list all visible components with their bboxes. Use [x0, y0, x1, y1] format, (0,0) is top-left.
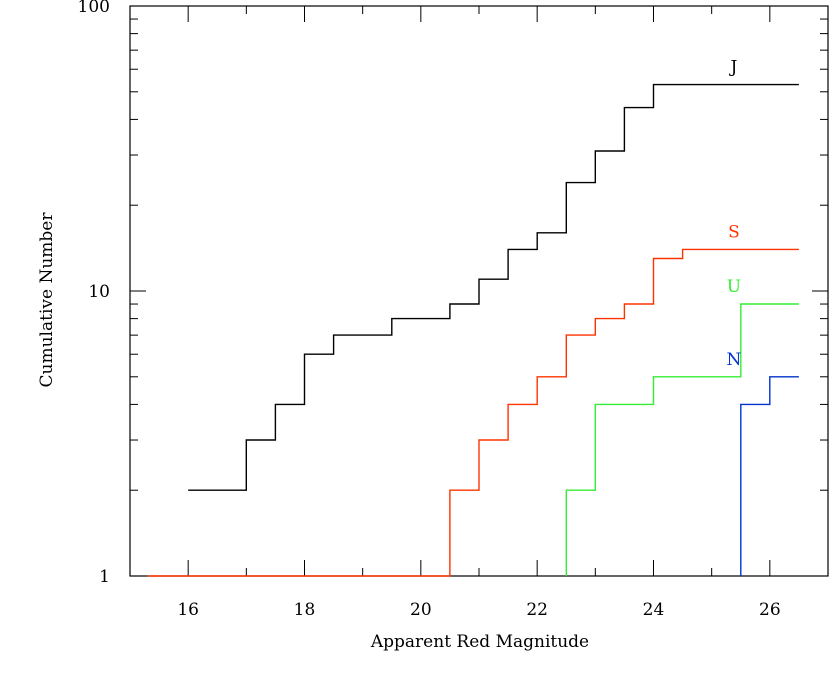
series-lines — [147, 83, 799, 577]
series-line-u — [565, 303, 799, 576]
series-label-n: N — [726, 350, 741, 370]
series-line-n — [740, 376, 799, 576]
series-labels: J S U N — [726, 58, 741, 370]
series-label-u: U — [727, 277, 741, 297]
y-tick-label: 10 — [88, 282, 110, 302]
x-axis-label: Apparent Red Magnitude — [370, 632, 589, 652]
x-tick-label: 20 — [410, 600, 432, 620]
axis-ticks — [129, 5, 829, 577]
x-tick-label: 16 — [177, 600, 199, 620]
y-tick-label: 100 — [78, 0, 110, 17]
y-axis-label: Cumulative Number — [37, 212, 57, 388]
x-tick-label: 22 — [526, 600, 548, 620]
axis-tick-labels: 16 18 20 22 24 26 1 10 100 — [78, 0, 781, 620]
x-tick-label: 26 — [759, 600, 781, 620]
x-tick-label: 24 — [643, 600, 665, 620]
x-tick-label: 18 — [294, 600, 316, 620]
series-label-j: J — [729, 58, 738, 78]
series-line-s — [147, 248, 799, 577]
series-line-j — [188, 83, 799, 491]
series-label-s: S — [728, 222, 740, 242]
y-tick-label: 1 — [99, 567, 110, 587]
